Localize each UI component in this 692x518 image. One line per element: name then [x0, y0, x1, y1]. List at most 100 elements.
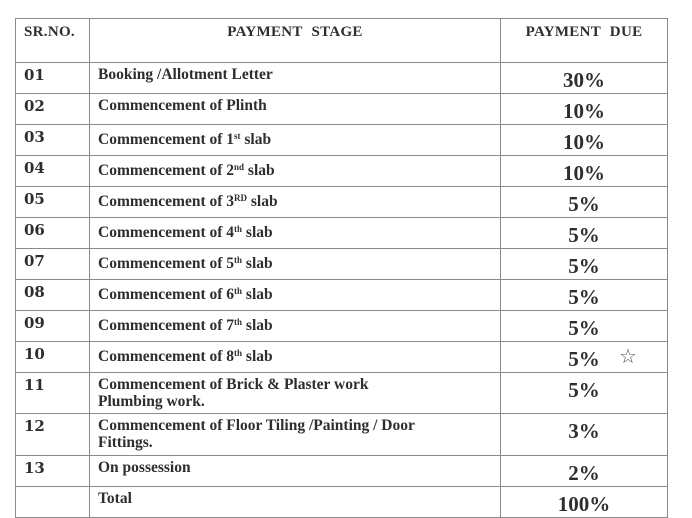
sr-no-cell: 05 [15, 186, 90, 218]
table-row: 10 Commencement of 8th slab 5% ☆ [15, 341, 668, 373]
stage-text: Booking /Allotment Letter [98, 66, 273, 83]
header-sr-no: SR.NO. [15, 18, 90, 63]
payment-due-value: 5% [568, 254, 600, 278]
table-row: 05 Commencement of 3RD slab 5% [15, 186, 668, 218]
stage-text: Commencement of Brick & Plaster work [98, 376, 369, 393]
sr-no-cell: 07 [15, 248, 90, 280]
stage-text-suffix: slab [242, 286, 273, 303]
sr-no-cell: 06 [15, 217, 90, 249]
stage-text-suffix: slab [242, 255, 273, 272]
payment-due-cell: 10% [500, 93, 668, 125]
payment-due-value: 5% [568, 285, 600, 309]
stage-text: Commencement of 4 [98, 224, 235, 241]
sr-no-cell: 09 [15, 310, 90, 342]
table-row: 06 Commencement of 4th slab 5% [15, 217, 668, 249]
stage-text: Commencement of 5 [98, 255, 235, 272]
ordinal-suffix: th [234, 317, 243, 327]
payment-due-value: 2% [568, 461, 600, 485]
payment-due-cell: 5% [500, 186, 668, 218]
header-payment-due: PAYMENT DUE [500, 18, 668, 63]
payment-stage-cell: Booking /Allotment Letter [89, 62, 501, 94]
ordinal-suffix: th [234, 348, 243, 358]
payment-due-cell: 5% ☆ [500, 341, 668, 373]
payment-due-cell: 2% [500, 455, 668, 487]
sr-no-cell: 10 [15, 341, 90, 373]
stage-text-suffix: slab [244, 162, 275, 179]
stage-text-line2: Plumbing work. [98, 393, 205, 410]
ordinal-suffix: RD [234, 193, 248, 203]
table-row: 04 Commencement of 2nd slab 10% [15, 155, 668, 187]
payment-stage-cell: Commencement of 2nd slab [89, 155, 501, 187]
table-row: 13 On possession 2% [15, 455, 668, 487]
ordinal-suffix: th [234, 255, 243, 265]
payment-due-cell: 3% [500, 413, 668, 456]
ordinal-suffix: th [234, 224, 243, 234]
payment-stage-cell: Commencement of Plinth [89, 93, 501, 125]
payment-due-value: 30% [563, 68, 605, 92]
payment-due-cell: 5% [500, 217, 668, 249]
payment-due-value: 5% [568, 347, 600, 371]
header-payment-stage: PAYMENT STAGE [89, 18, 501, 63]
payment-due-value: 10% [563, 161, 605, 185]
stage-text-suffix: slab [242, 317, 273, 334]
payment-stage-cell: Commencement of 5th slab [89, 248, 501, 280]
table-row: 11 Commencement of Brick & Plaster work P… [15, 372, 668, 414]
table-row: 01 Booking /Allotment Letter 30% [15, 62, 668, 94]
sr-no-cell: 08 [15, 279, 90, 311]
stage-text: On possession [98, 459, 191, 476]
total-row: Total 100% [15, 486, 668, 518]
payment-due-cell: 5% [500, 248, 668, 280]
stage-text: Commencement of 8 [98, 348, 235, 365]
payment-due-value: 10% [563, 130, 605, 154]
payment-due-value: 5% [568, 192, 600, 216]
stage-text-suffix: slab [242, 224, 273, 241]
stage-text: Commencement of 2 [98, 162, 235, 179]
payment-due-cell: 5% [500, 372, 668, 414]
table-row: 02 Commencement of Plinth 10% [15, 93, 668, 125]
stage-text: Commencement of 1 [98, 131, 235, 148]
ordinal-suffix: th [234, 286, 243, 296]
payment-due-value: 5% [568, 316, 600, 340]
payment-due-cell: 10% [500, 124, 668, 156]
payment-stage-cell: Commencement of Brick & Plaster work Plum… [89, 372, 501, 414]
table-row: 03 Commencement of 1st slab 10% [15, 124, 668, 156]
stage-text: Commencement of 6 [98, 286, 235, 303]
payment-schedule-table: SR.NO. PAYMENT STAGE PAYMENT DUE 01 Book… [15, 18, 668, 518]
sr-no-cell: 13 [15, 455, 90, 487]
sr-no-cell: 02 [15, 93, 90, 125]
payment-stage-cell: Commencement of 3RD slab [89, 186, 501, 218]
table-row: 09 Commencement of 7th slab 5% [15, 310, 668, 342]
total-value: 100% [500, 486, 668, 518]
table-row: 12 Commencement of Floor Tiling /Paintin… [15, 413, 668, 456]
star-icon: ☆ [619, 346, 637, 368]
payment-due-cell: 5% [500, 310, 668, 342]
sr-no-cell: 03 [15, 124, 90, 156]
sr-no-cell-empty [15, 486, 90, 518]
payment-due-value: 3% [568, 419, 600, 443]
payment-due-value: 5% [568, 378, 600, 402]
table-row: 08 Commencement of 6th slab 5% [15, 279, 668, 311]
payment-stage-cell: Commencement of 7th slab [89, 310, 501, 342]
stage-text: Commencement of Plinth [98, 97, 267, 114]
sr-no-cell: 12 [15, 413, 90, 456]
payment-stage-cell: Commencement of 6th slab [89, 279, 501, 311]
ordinal-suffix: nd [234, 162, 245, 172]
payment-stage-cell: Commencement of Floor Tiling /Painting /… [89, 413, 501, 456]
header-row: SR.NO. PAYMENT STAGE PAYMENT DUE [15, 18, 668, 63]
table-row: 07 Commencement of 5th slab 5% [15, 248, 668, 280]
stage-text-suffix: slab [247, 193, 278, 210]
payment-due-value: 5% [568, 223, 600, 247]
payment-stage-cell: Commencement of 1st slab [89, 124, 501, 156]
payment-stage-cell: Commencement of 4th slab [89, 217, 501, 249]
ordinal-suffix: st [234, 131, 241, 141]
payment-stage-cell: Commencement of 8th slab [89, 341, 501, 373]
stage-text-suffix: slab [242, 348, 273, 365]
stage-text: Commencement of 7 [98, 317, 235, 334]
sr-no-cell: 01 [15, 62, 90, 94]
stage-text-suffix: slab [240, 131, 272, 148]
sr-no-cell: 11 [15, 372, 90, 414]
stage-text: Commencement of Floor Tiling /Painting /… [98, 417, 415, 434]
payment-due-value: 10% [563, 99, 605, 123]
total-label: Total [89, 486, 501, 518]
stage-text: Commencement of 3 [98, 193, 235, 210]
